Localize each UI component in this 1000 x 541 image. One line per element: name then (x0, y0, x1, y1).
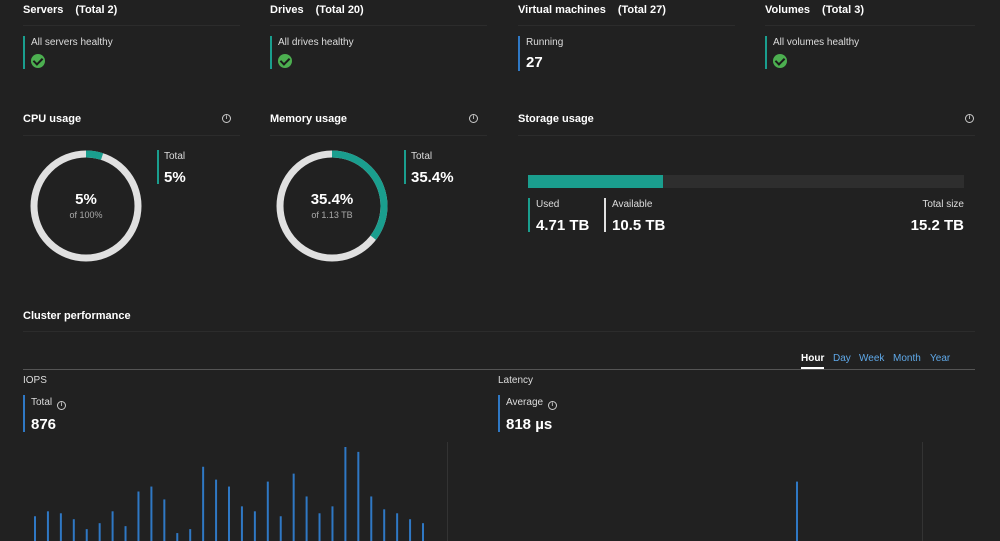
cpu-usage-title: CPU usage (23, 113, 82, 125)
iops-chart[interactable] (23, 442, 448, 541)
check-icon (278, 54, 292, 68)
storage-total-size-value: 15.2 TB (910, 217, 964, 234)
tab-hour[interactable]: Hour (801, 353, 825, 364)
info-icon[interactable]: i (222, 114, 231, 123)
latency-title: Latency (498, 375, 534, 386)
memory-usage-title: Memory usage (270, 113, 348, 125)
tab-week[interactable]: Week (859, 353, 885, 364)
latency-average-value: 818 µs (506, 416, 553, 433)
info-icon[interactable]: i (965, 114, 974, 123)
cpu-center-value: 5% (75, 191, 97, 208)
storage-available-value: 10.5 TB (612, 217, 666, 234)
drives-status-label: All drives healthy (278, 37, 354, 48)
iops-title: IOPS (23, 375, 47, 386)
memory-center-value: 35.4% (310, 191, 354, 208)
tile-vms-title: Virtual machines (Total 27) (518, 4, 666, 16)
iops-total-label: Total i (31, 397, 66, 410)
cpu-center-sub: of 100% (69, 210, 103, 220)
tile-servers-title: Servers (Total 2) (23, 4, 118, 16)
storage-bar-track (528, 175, 964, 188)
memory-total-value: 35.4% (411, 169, 454, 186)
latency-average-label: Average i (506, 397, 557, 410)
check-icon (773, 54, 787, 68)
volumes-status-label: All volumes healthy (773, 37, 860, 48)
cpu-total-label: Total (164, 151, 186, 162)
tile-drives-title: Drives (Total 20) (270, 4, 364, 16)
check-icon (31, 54, 45, 68)
tab-day[interactable]: Day (833, 353, 851, 364)
info-icon[interactable]: i (56, 401, 66, 410)
tab-month[interactable]: Month (893, 353, 921, 364)
storage-usage-title: Storage usage (518, 113, 594, 125)
cpu-total-value: 5% (164, 169, 186, 186)
vms-status-label: Running (526, 37, 564, 48)
info-icon[interactable]: i (469, 114, 478, 123)
iops-total-value: 876 (31, 416, 57, 433)
storage-bar-used (528, 175, 664, 188)
servers-status-label: All servers healthy (31, 37, 113, 48)
vms-running-count: 27 (526, 54, 543, 71)
storage-used-label: Used (536, 199, 560, 210)
storage-total-size-label: Total size (922, 199, 964, 210)
tab-hour-underline (801, 367, 824, 369)
memory-center-sub: of 1.13 TB (311, 210, 353, 220)
storage-used-value: 4.71 TB (536, 217, 590, 234)
storage-available-label: Available (612, 199, 653, 210)
memory-donut (276, 150, 388, 262)
cpu-donut (30, 150, 142, 262)
cluster-performance-title: Cluster performance (23, 310, 131, 322)
tab-year[interactable]: Year (930, 353, 951, 364)
tile-volumes-title: Volumes (Total 3) (765, 4, 864, 16)
memory-total-label: Total (411, 151, 433, 162)
info-icon[interactable]: i (547, 401, 557, 410)
latency-chart[interactable] (448, 442, 923, 541)
